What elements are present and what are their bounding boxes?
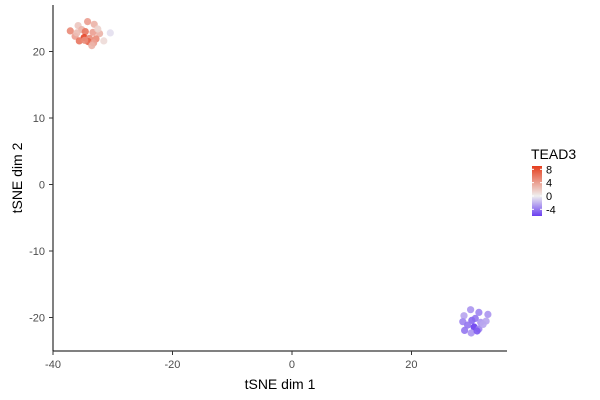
data-point: [468, 316, 476, 324]
data-point: [461, 326, 469, 334]
data-point: [475, 308, 483, 316]
data-point: [467, 329, 475, 337]
data-point: [100, 37, 108, 45]
y-tick-label: 10: [33, 113, 45, 125]
legend-colorbar: [532, 166, 542, 216]
legend-tick-label: -4: [546, 204, 556, 216]
data-point: [467, 306, 475, 314]
points-layer: [66, 18, 492, 337]
data-point: [484, 310, 492, 318]
legend-tick-label: 8: [546, 164, 552, 176]
y-tick-label: 20: [33, 47, 45, 59]
data-point: [73, 29, 81, 37]
data-point: [75, 37, 83, 45]
data-point: [94, 25, 102, 33]
x-tick-label: -40: [45, 359, 61, 371]
legend-title: TEAD3: [531, 146, 576, 162]
legend: TEAD3 8 40-4: [531, 146, 576, 216]
data-point: [66, 27, 74, 35]
y-axis-title: tSNE dim 2: [9, 142, 25, 213]
axes-layer: -40 -20 0 20 -20 -10 0 10 20 tSNE dim 1 tSNE dim 2: [9, 5, 507, 392]
y-tick-label: 0: [39, 180, 45, 192]
y-tick-label: -10: [29, 246, 45, 258]
data-point: [106, 29, 114, 37]
x-tick-label: 20: [405, 359, 417, 371]
x-tick-label: 0: [289, 359, 295, 371]
x-tick-label: -20: [165, 359, 181, 371]
legend-tick-label: 0: [546, 191, 552, 203]
data-point: [81, 28, 89, 36]
x-axis-title: tSNE dim 1: [245, 376, 316, 392]
data-point: [473, 327, 481, 335]
data-point: [84, 18, 92, 26]
y-tick-label: -20: [29, 313, 45, 325]
data-point: [464, 321, 472, 329]
data-point: [81, 36, 89, 44]
data-point: [460, 312, 468, 320]
data-point: [88, 42, 96, 50]
legend-tick-label: 4: [546, 178, 552, 190]
data-point: [479, 320, 487, 328]
